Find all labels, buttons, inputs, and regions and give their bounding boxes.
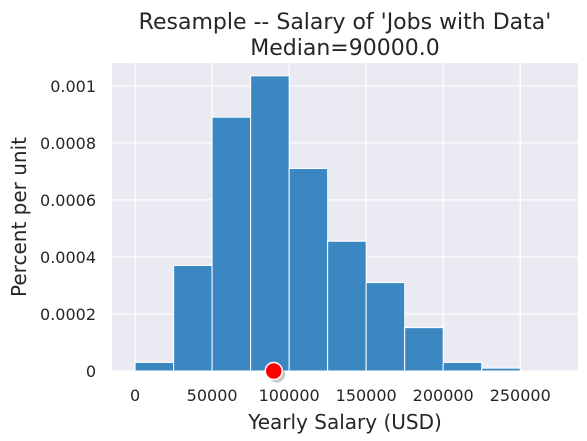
histogram-bar xyxy=(288,168,329,372)
y-tick-label: 0.0008 xyxy=(40,134,96,153)
x-tick-label: 250000 xyxy=(490,386,551,405)
x-tick-label: 100000 xyxy=(259,386,320,405)
x-tick-label: 50000 xyxy=(187,386,238,405)
x-axis-label: Yearly Salary (USD) xyxy=(247,410,442,434)
median-marker-layer xyxy=(264,361,286,383)
y-tick-labels: 0 0.0002 0.0004 0.0006 0.0008 0.001 xyxy=(40,77,96,381)
x-tick-label: 150000 xyxy=(336,386,397,405)
x-tick-labels: 0 50000 100000 150000 200000 250000 xyxy=(130,386,551,405)
chart-title-line2: Median=90000.0 xyxy=(250,36,439,61)
chart-title-line1: Resample -- Salary of 'Jobs with Data' xyxy=(139,10,552,35)
histogram-bar xyxy=(327,240,367,372)
x-tick-label: 0 xyxy=(130,386,140,405)
histogram-bar xyxy=(365,282,406,372)
median-marker xyxy=(264,361,284,381)
y-tick-label: 0.0002 xyxy=(40,305,96,324)
histogram-bar xyxy=(250,75,290,372)
histogram-bar xyxy=(211,116,252,372)
histogram-bar xyxy=(404,327,444,372)
histogram-bar xyxy=(134,361,175,372)
x-tick-label: 200000 xyxy=(413,386,474,405)
y-tick-label: 0.0004 xyxy=(40,248,96,267)
y-tick-label: 0.001 xyxy=(50,77,96,96)
y-axis-label: Percent per unit xyxy=(7,137,31,297)
histogram-bars xyxy=(134,75,521,372)
y-tick-label: 0.0006 xyxy=(40,191,96,210)
histogram-bar xyxy=(442,361,483,372)
y-tick-label: 0 xyxy=(86,362,96,381)
histogram-bar xyxy=(173,264,213,372)
histogram-bar xyxy=(481,367,521,372)
